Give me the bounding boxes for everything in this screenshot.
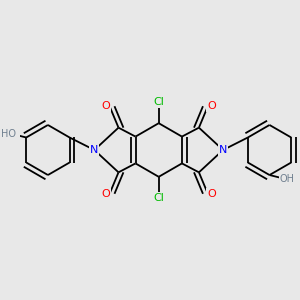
Text: N: N [219, 145, 227, 155]
Text: Cl: Cl [153, 97, 164, 107]
Text: HO: HO [1, 129, 16, 139]
Text: N: N [90, 145, 99, 155]
Text: O: O [207, 101, 216, 111]
Text: O: O [207, 189, 216, 199]
Text: OH: OH [280, 174, 295, 184]
Text: O: O [102, 101, 110, 111]
Text: O: O [102, 189, 110, 199]
Text: Cl: Cl [153, 193, 164, 203]
